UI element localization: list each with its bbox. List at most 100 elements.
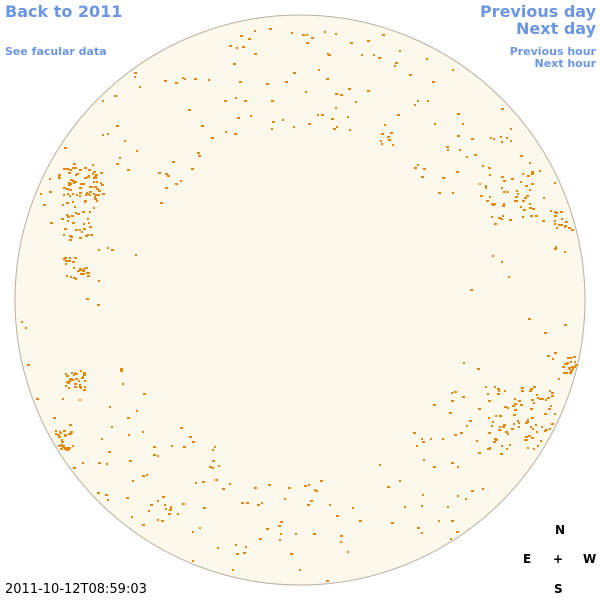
facula xyxy=(69,424,72,426)
facula xyxy=(446,146,449,148)
facula xyxy=(95,174,98,176)
facula xyxy=(454,391,457,393)
facula xyxy=(512,405,515,407)
facula xyxy=(70,236,73,238)
back-link[interactable]: Back to 2011 xyxy=(5,2,123,21)
facula xyxy=(79,268,82,270)
facula xyxy=(549,428,551,430)
facula xyxy=(279,539,281,541)
facula xyxy=(73,181,75,183)
facula xyxy=(98,462,101,464)
facula xyxy=(72,201,74,203)
facula xyxy=(77,213,80,215)
next-hour-link[interactable]: Next hour xyxy=(534,57,597,70)
facula xyxy=(564,225,567,227)
facula xyxy=(531,417,534,419)
facula xyxy=(493,138,495,140)
facula xyxy=(554,413,556,415)
facula xyxy=(328,54,331,56)
facula xyxy=(175,183,178,185)
facula xyxy=(569,372,572,374)
facula xyxy=(146,474,148,476)
facula xyxy=(105,494,108,496)
facula xyxy=(63,234,65,236)
previous-day-link[interactable]: Previous day xyxy=(479,2,596,21)
facula xyxy=(565,372,568,374)
faculae xyxy=(21,28,578,582)
facula xyxy=(417,100,419,102)
facula xyxy=(58,436,61,438)
facula xyxy=(82,376,84,378)
facula xyxy=(242,46,245,48)
solar-disk xyxy=(14,14,586,586)
facula xyxy=(84,380,86,382)
facula xyxy=(74,206,76,208)
facula xyxy=(533,448,535,450)
facula xyxy=(170,506,172,508)
facula xyxy=(463,362,465,364)
facula xyxy=(506,137,508,139)
previous-hour-link[interactable]: Previous hour xyxy=(509,45,596,58)
facula xyxy=(568,367,571,369)
facula xyxy=(531,183,534,185)
facula xyxy=(525,185,528,187)
facula xyxy=(89,191,92,193)
facula xyxy=(422,494,424,496)
facula xyxy=(79,399,81,401)
facula xyxy=(68,433,71,435)
facula xyxy=(340,535,343,537)
facula xyxy=(521,387,524,389)
facula xyxy=(241,502,244,504)
facula xyxy=(451,392,453,394)
facula xyxy=(450,538,452,540)
facula xyxy=(361,54,363,56)
facula xyxy=(72,445,74,447)
facula xyxy=(134,72,137,74)
next-day-link[interactable]: Next day xyxy=(516,19,596,38)
facula xyxy=(94,198,97,200)
facula xyxy=(352,507,354,509)
facula xyxy=(529,203,531,205)
facula xyxy=(378,57,381,59)
facular-link[interactable]: See facular data xyxy=(5,45,107,58)
facula xyxy=(85,267,88,269)
facula xyxy=(531,399,534,401)
facula xyxy=(423,459,425,461)
facula xyxy=(58,174,61,176)
facula xyxy=(373,54,375,56)
facula xyxy=(327,53,329,55)
facula xyxy=(95,194,97,196)
facula xyxy=(380,140,382,142)
facula xyxy=(355,101,357,103)
facula xyxy=(73,277,76,279)
facula xyxy=(218,465,220,467)
facula xyxy=(414,167,417,169)
facula xyxy=(128,434,130,436)
facula xyxy=(83,389,86,391)
facula xyxy=(434,123,436,125)
facula xyxy=(547,355,550,357)
facula xyxy=(97,304,100,306)
facula xyxy=(40,193,42,195)
facula xyxy=(299,569,301,571)
facula xyxy=(471,138,474,140)
facula xyxy=(544,332,547,334)
facula xyxy=(67,382,70,384)
facula xyxy=(136,150,138,152)
facula xyxy=(180,180,182,182)
facula xyxy=(570,370,573,372)
facula xyxy=(438,520,440,522)
facula xyxy=(96,188,99,190)
facula xyxy=(305,91,307,93)
facula xyxy=(107,247,109,249)
facula xyxy=(68,172,71,174)
facula xyxy=(549,390,551,392)
facula xyxy=(101,438,103,440)
facula xyxy=(561,218,563,220)
facula xyxy=(313,533,316,535)
facula xyxy=(212,449,214,451)
facula xyxy=(556,227,558,229)
facula xyxy=(79,195,81,197)
facula xyxy=(397,114,400,116)
facula xyxy=(122,383,124,385)
